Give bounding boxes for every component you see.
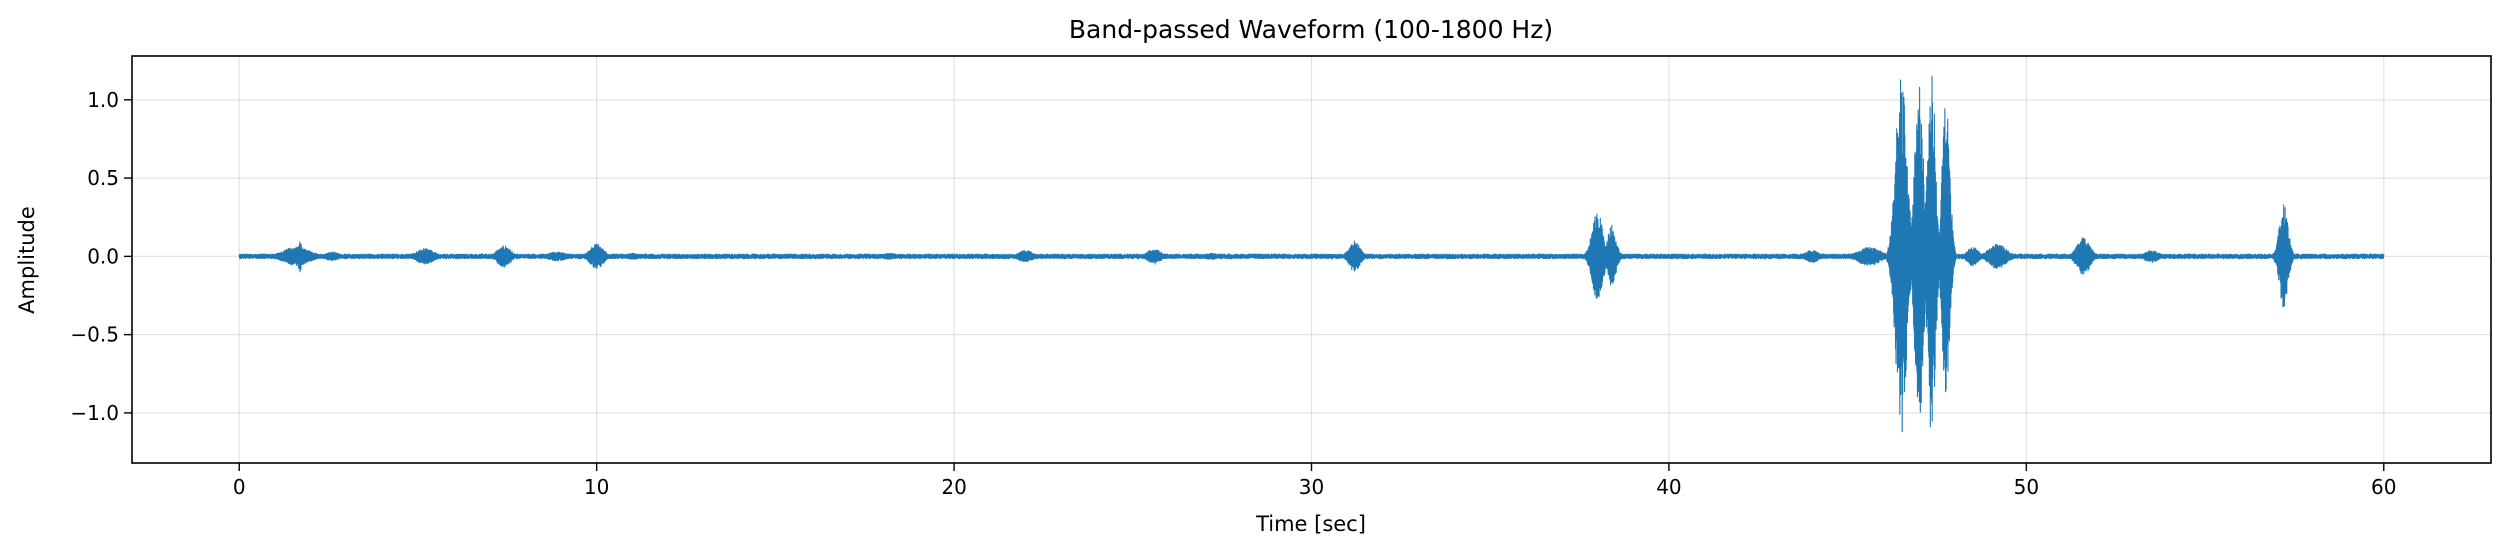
y-axis-label: Amplitude <box>15 206 39 314</box>
x-tick-label: 30 <box>1299 475 1324 499</box>
y-tick-label: −0.5 <box>70 323 119 347</box>
x-tick-label: 20 <box>941 475 966 499</box>
x-axis: 0 10 20 30 40 50 60 <box>233 463 2396 499</box>
x-tick-label: 60 <box>2371 475 2396 499</box>
x-tick-label: 0 <box>233 475 246 499</box>
x-tick-label: 40 <box>1656 475 1681 499</box>
chart-title: Band-passed Waveform (100-1800 Hz) <box>1069 15 1553 44</box>
waveform-series <box>238 75 2385 433</box>
y-tick-label: −1.0 <box>70 401 119 425</box>
y-axis: −1.0 −0.5 0.0 0.5 1.0 <box>70 88 132 425</box>
x-tick-label: 50 <box>2014 475 2039 499</box>
x-tick-label: 10 <box>584 475 609 499</box>
y-tick-label: 0.0 <box>87 244 119 268</box>
y-tick-label: 1.0 <box>87 88 119 112</box>
waveform-line <box>238 75 2385 433</box>
x-axis-label: Time [sec] <box>1255 512 1366 536</box>
y-tick-label: 0.5 <box>87 166 119 190</box>
